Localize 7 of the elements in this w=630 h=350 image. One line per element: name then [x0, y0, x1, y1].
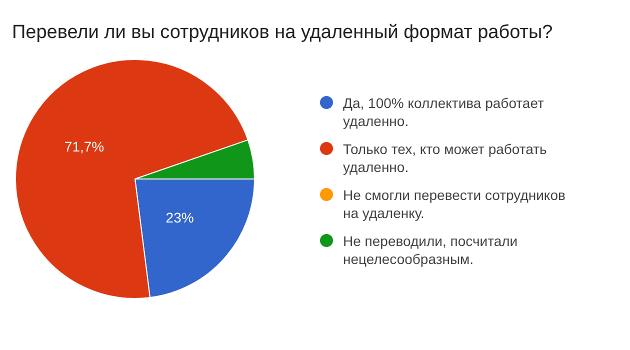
legend-label: Не смогли перевести сотрудников на удаленку.: [343, 186, 566, 222]
data-label: 23%: [166, 209, 194, 226]
legend-label: Да, 100% коллектива работает удаленно.: [343, 94, 545, 130]
legend-label: Не переводили, посчитали нецелесообразным.: [343, 232, 519, 268]
data-label: 71,7%: [64, 138, 104, 154]
legend-label: Только тех, кто может работать удаленно.: [343, 140, 548, 176]
chart-title: Перевели ли вы сотрудников на удаленный формат работы?: [11, 21, 554, 44]
